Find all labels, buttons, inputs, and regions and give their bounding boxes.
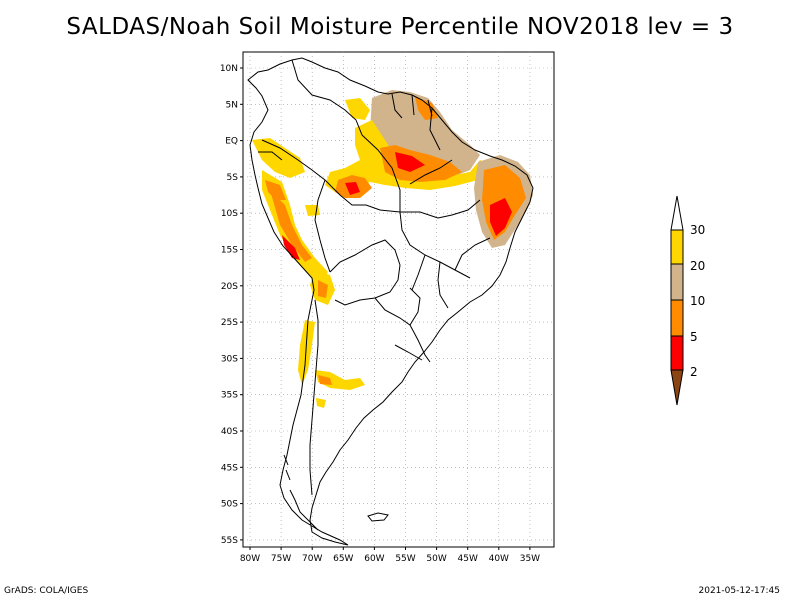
footer-credit: GrADS: COLA/IGES — [4, 586, 89, 596]
lat-tick-label: EQ — [225, 137, 238, 147]
lon-tick-label: 60W — [364, 554, 384, 564]
lat-tick-label: 55S — [221, 536, 238, 546]
legend-colorbar: 30 20 10 5 2 — [670, 195, 705, 406]
map-gridlines — [240, 52, 554, 550]
shade-argentina-orange — [318, 375, 332, 385]
falkland-islands — [367, 512, 389, 522]
lat-tick-label: 45S — [221, 463, 238, 473]
lat-tick-label: 20S — [221, 282, 238, 292]
lat-tick-label: 10N — [220, 64, 238, 74]
lon-tick-label: 70W — [302, 554, 322, 564]
border-colombia-peru-brazil — [261, 139, 439, 219]
shade-ecuador — [252, 138, 305, 178]
shade-peru-red — [282, 235, 300, 260]
legend-arrow-top — [670, 195, 684, 231]
lat-tick-label: 35S — [221, 391, 238, 401]
lat-tick-label: 5N — [226, 100, 238, 110]
shade-guyana-east — [415, 97, 438, 120]
legend-label-10: 10 — [690, 294, 705, 308]
lon-tick-label: 75W — [271, 554, 291, 564]
legend-label-20: 20 — [690, 259, 705, 273]
border-bolivia — [329, 239, 401, 306]
lon-tick-label: 40W — [489, 554, 509, 564]
footer-timestamp: 2021-05-12-17:45 — [698, 586, 781, 596]
lat-tick-label: 40S — [221, 427, 238, 437]
shade-chile-strip — [298, 320, 315, 385]
map-title: SALDAS/Noah Soil Moisture Percentile NOV… — [66, 14, 734, 40]
legend-box-5-10 — [670, 299, 684, 337]
legend-label-2: 2 — [690, 365, 698, 379]
shade-altiplano-orange — [318, 280, 328, 298]
shade-central-amazon-red — [345, 182, 360, 195]
lat-tick-label: 15S — [221, 246, 238, 256]
legend-label-5: 5 — [690, 330, 698, 344]
lon-tick-label: 45W — [458, 554, 478, 564]
legend-box-20-30 — [670, 229, 684, 265]
border-guianas — [391, 93, 433, 119]
border-brazil-states — [399, 199, 491, 309]
south-america-coastline — [247, 57, 534, 546]
shade-argentina-central — [315, 370, 365, 390]
border-colombia-venezuela — [291, 59, 363, 136]
border-chile-argentina — [309, 299, 319, 496]
lon-tick-label: 50W — [426, 554, 446, 564]
percentile-shading — [252, 90, 533, 408]
shade-venezuela-yellow — [345, 98, 370, 120]
shade-ne-brazil-red — [490, 198, 512, 236]
coastline-borders — [247, 57, 534, 546]
shade-peru-north-orange — [265, 180, 286, 200]
legend-label-30: 30 — [690, 223, 705, 237]
lon-tick-label: 35W — [520, 554, 540, 564]
lat-tick-label: 5S — [227, 173, 239, 183]
legend-box-10-20 — [670, 263, 684, 301]
longitude-labels: 80W 75W 70W 65W 60W 55W 50W 45W 40W 35W — [240, 554, 540, 564]
lon-tick-label: 65W — [333, 554, 353, 564]
lon-tick-label: 80W — [240, 554, 260, 564]
lon-tick-label: 55W — [395, 554, 415, 564]
legend-arrow-bottom — [670, 369, 684, 406]
border-ecuador — [258, 151, 283, 161]
lat-tick-label: 10S — [221, 209, 238, 219]
legend-box-2-5 — [670, 335, 684, 371]
border-uruguay — [394, 324, 431, 363]
lat-tick-label: 50S — [221, 500, 238, 510]
border-peru-brazil — [314, 179, 331, 273]
shade-patagonia-small — [316, 398, 326, 408]
lat-tick-label: 30S — [221, 354, 238, 364]
latitude-labels: 10N 5N EQ 5S 10S 15S 20S 25S 30S 35S 40S 45S 50S 55S — [220, 64, 238, 546]
tierra-del-fuego-islands — [283, 454, 319, 531]
shade-amazon-red — [395, 152, 425, 172]
shade-peru-orange — [270, 190, 312, 262]
lat-tick-label: 25S — [221, 318, 238, 328]
